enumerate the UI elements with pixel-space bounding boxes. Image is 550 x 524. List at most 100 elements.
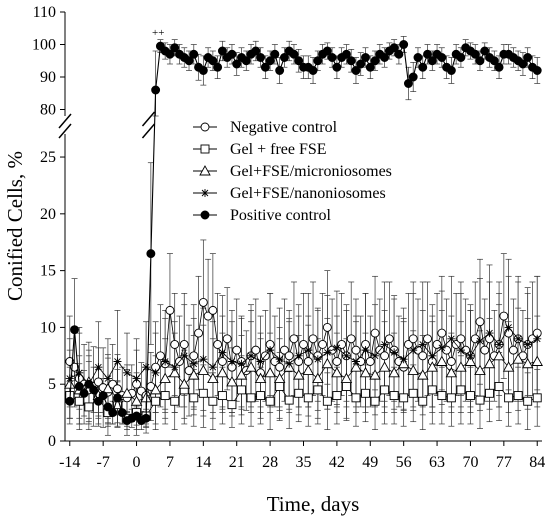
data-point xyxy=(532,66,542,75)
data-point xyxy=(388,366,400,378)
data-point xyxy=(365,357,375,366)
data-point xyxy=(426,361,439,372)
x-tick-label: -7 xyxy=(96,454,109,471)
data-point xyxy=(235,369,248,380)
data-point xyxy=(371,351,380,360)
data-point xyxy=(93,396,103,406)
data-point xyxy=(217,357,227,366)
data-point xyxy=(397,357,410,369)
data-point xyxy=(518,59,528,69)
y-axis-break-mark xyxy=(58,113,72,129)
data-point xyxy=(237,385,246,395)
data-point xyxy=(108,408,118,418)
error-bars-layer xyxy=(66,36,541,436)
data-point xyxy=(446,393,456,403)
data-point xyxy=(427,385,437,395)
data-point xyxy=(237,359,246,368)
data-point xyxy=(418,396,428,406)
data-point xyxy=(523,340,532,349)
data-point xyxy=(161,357,170,366)
data-point xyxy=(117,408,127,418)
data-point xyxy=(121,387,133,398)
x-tick-label: 28 xyxy=(262,454,278,471)
data-point xyxy=(390,348,399,357)
data-point xyxy=(260,62,270,72)
data-point xyxy=(84,379,94,389)
data-point xyxy=(470,49,480,59)
data-point xyxy=(456,334,466,344)
data-point xyxy=(437,343,446,352)
y-tick-label: 90 xyxy=(40,69,56,86)
data-point xyxy=(399,40,409,49)
data-point xyxy=(409,346,418,355)
data-point xyxy=(189,359,198,368)
data-point xyxy=(303,393,313,403)
data-point xyxy=(475,317,485,327)
data-point xyxy=(130,395,143,406)
data-point xyxy=(408,72,418,82)
data-point xyxy=(165,305,175,315)
data-point xyxy=(113,384,122,394)
data-point xyxy=(302,364,315,376)
data-point xyxy=(493,349,505,361)
data-point xyxy=(170,340,180,349)
data-point xyxy=(218,348,227,357)
data-point xyxy=(341,49,351,59)
data-point xyxy=(165,49,175,59)
data-point xyxy=(273,372,286,383)
data-point xyxy=(275,382,285,391)
data-point xyxy=(413,53,423,62)
data-point xyxy=(327,53,337,62)
data-point xyxy=(245,361,257,372)
data-point xyxy=(194,328,204,338)
data-point xyxy=(151,396,161,406)
data-point xyxy=(523,396,533,406)
data-point xyxy=(216,366,229,378)
data-point xyxy=(188,369,200,380)
data-point xyxy=(198,66,208,75)
data-point xyxy=(313,56,323,66)
data-point xyxy=(418,351,428,361)
data-point xyxy=(265,396,275,406)
data-point xyxy=(512,353,524,364)
data-point xyxy=(464,355,477,366)
data-point xyxy=(159,372,171,383)
data-point xyxy=(197,364,210,376)
data-point xyxy=(531,355,543,366)
data-point xyxy=(403,79,413,88)
data-point xyxy=(75,368,84,377)
data-point xyxy=(289,49,299,59)
y-tick-label: 110 xyxy=(33,4,56,21)
data-point xyxy=(254,372,267,383)
data-point xyxy=(266,346,275,355)
data-point xyxy=(502,361,515,372)
data-point xyxy=(308,334,318,344)
data-point xyxy=(198,388,208,398)
data-point xyxy=(408,388,418,398)
data-point xyxy=(494,62,504,72)
data-point xyxy=(340,372,353,383)
x-tick-label: 49 xyxy=(362,454,378,471)
data-point xyxy=(332,357,342,366)
data-point xyxy=(370,56,380,66)
data-point xyxy=(318,340,328,349)
data-point xyxy=(284,395,294,405)
data-point xyxy=(475,56,485,66)
data-point xyxy=(432,340,442,349)
data-point xyxy=(199,165,211,176)
data-point xyxy=(346,56,356,66)
data-point xyxy=(270,49,280,59)
data-point xyxy=(466,351,475,360)
data-point xyxy=(436,355,448,366)
data-point xyxy=(189,49,199,59)
data-point xyxy=(203,311,213,321)
data-point xyxy=(313,385,323,395)
data-point xyxy=(184,56,194,66)
y-tick-label: 80 xyxy=(40,102,56,119)
data-point xyxy=(342,351,351,360)
data-point xyxy=(475,337,484,346)
data-point xyxy=(93,377,103,387)
data-point xyxy=(380,385,390,395)
data-point xyxy=(146,249,156,259)
data-point xyxy=(332,62,342,72)
